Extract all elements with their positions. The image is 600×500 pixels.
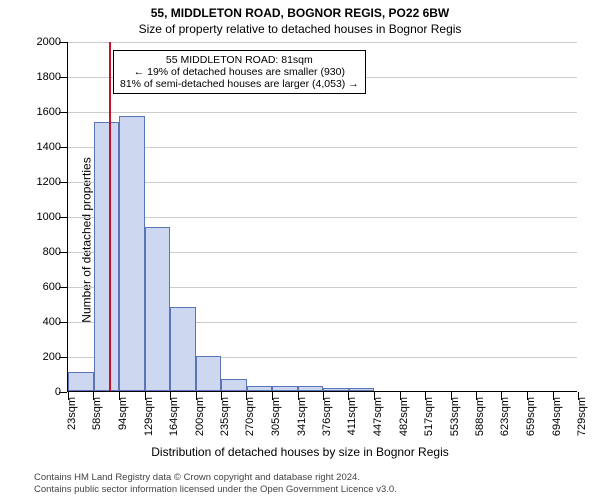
y-tick-label: 200 — [43, 351, 61, 363]
x-tick-label: 23sqm — [66, 397, 78, 430]
x-tick-label: 517sqm — [423, 397, 435, 436]
y-tick-label: 800 — [43, 246, 61, 258]
histogram-bar — [196, 356, 222, 391]
y-tick-label: 1400 — [37, 141, 61, 153]
histogram-bar — [247, 386, 273, 391]
property-marker-line — [109, 42, 111, 391]
y-tick-label: 400 — [43, 316, 61, 328]
x-tick-label: 94sqm — [117, 397, 129, 430]
x-tick-label: 553sqm — [449, 397, 461, 436]
x-tick-label: 729sqm — [576, 397, 588, 436]
y-tick-label: 1200 — [37, 176, 61, 188]
page-subtitle: Size of property relative to detached ho… — [0, 20, 600, 36]
footnote-line-2: Contains public sector information licen… — [34, 484, 397, 496]
x-tick-label: 58sqm — [91, 397, 103, 430]
y-tick-label: 1800 — [37, 71, 61, 83]
x-tick-label: 341sqm — [296, 397, 308, 436]
histogram-bar — [94, 122, 120, 392]
annotation-box: 55 MIDDLETON ROAD: 81sqm← 19% of detache… — [113, 50, 366, 94]
x-tick-label: 164sqm — [168, 397, 180, 436]
page: 55, MIDDLETON ROAD, BOGNOR REGIS, PO22 6… — [0, 0, 600, 500]
x-tick-label: 376sqm — [321, 397, 333, 436]
footnote: Contains HM Land Registry data © Crown c… — [34, 472, 397, 496]
annotation-line-3: 81% of semi-detached houses are larger (… — [120, 78, 359, 90]
y-tick-label: 1000 — [37, 211, 61, 223]
x-tick-label: 235sqm — [219, 397, 231, 436]
annotation-line-1: 55 MIDDLETON ROAD: 81sqm — [120, 54, 359, 66]
x-tick-label: 694sqm — [551, 397, 563, 436]
x-tick-label: 588sqm — [474, 397, 486, 436]
histogram-bar — [170, 307, 196, 391]
x-tick-label: 270sqm — [244, 397, 256, 436]
x-tick-label: 447sqm — [372, 397, 384, 436]
histogram-bar — [145, 227, 171, 392]
gridline — [68, 112, 577, 113]
page-title: 55, MIDDLETON ROAD, BOGNOR REGIS, PO22 6… — [0, 0, 600, 20]
x-tick-label: 482sqm — [398, 397, 410, 436]
x-tick-label: 659sqm — [525, 397, 537, 436]
y-tick-label: 1600 — [37, 106, 61, 118]
annotation-line-2: ← 19% of detached houses are smaller (93… — [120, 66, 359, 78]
histogram-bar — [323, 388, 349, 392]
footnote-line-1: Contains HM Land Registry data © Crown c… — [34, 472, 397, 484]
x-tick-label: 129sqm — [143, 397, 155, 436]
histogram-bar — [119, 116, 145, 391]
x-tick-label: 623sqm — [499, 397, 511, 436]
x-tick-label: 411sqm — [346, 397, 358, 435]
y-tick-label: 600 — [43, 281, 61, 293]
histogram-bar — [221, 379, 247, 391]
histogram-bar — [298, 386, 324, 391]
histogram-bar — [68, 372, 94, 391]
gridline — [68, 42, 577, 43]
y-tick-label: 0 — [55, 386, 61, 398]
x-tick-label: 305sqm — [270, 397, 282, 436]
chart-area: 020040060080010001200140016001800200023s… — [67, 42, 577, 392]
x-axis-label: Distribution of detached houses by size … — [0, 445, 600, 459]
plot-region: 020040060080010001200140016001800200023s… — [67, 42, 577, 392]
histogram-bar — [272, 386, 298, 391]
x-tick-label: 200sqm — [194, 397, 206, 436]
histogram-bar — [349, 388, 375, 392]
y-tick-label: 2000 — [37, 36, 61, 48]
